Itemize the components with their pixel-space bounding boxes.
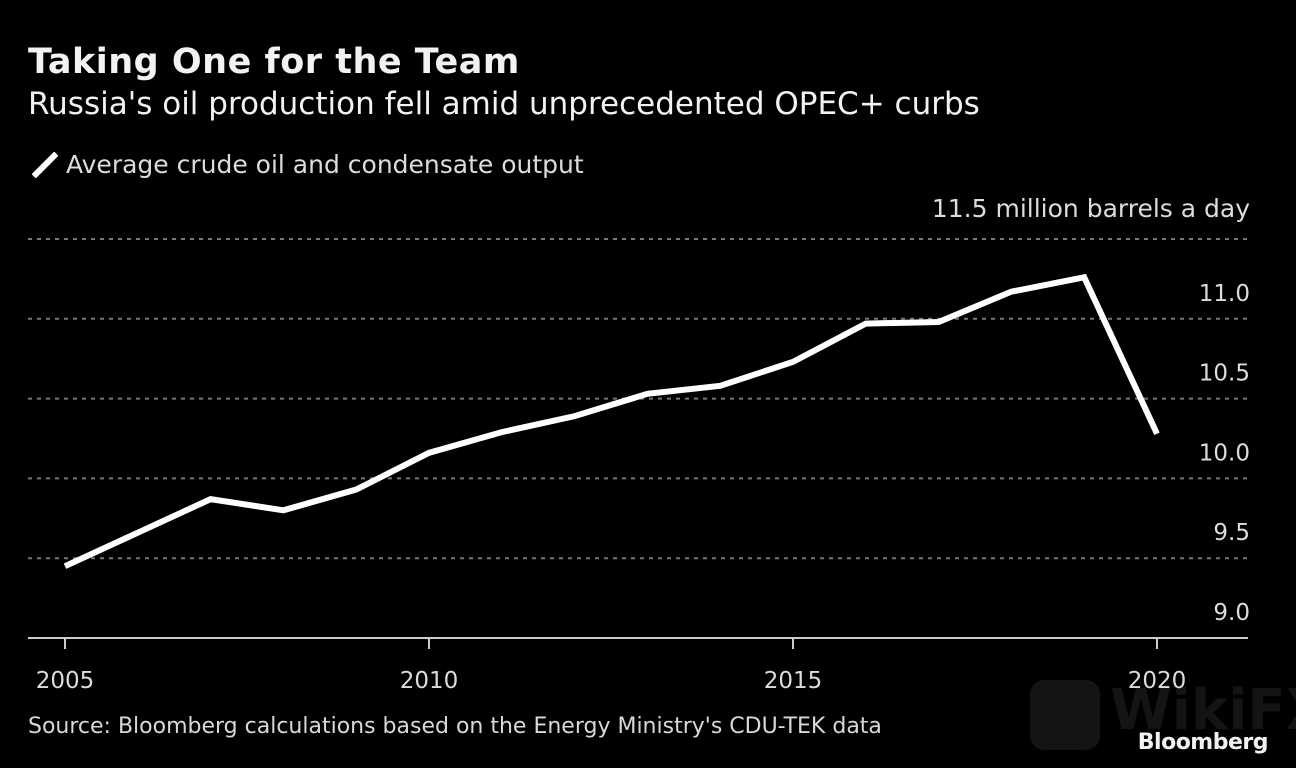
- y-tick-label: 9.0: [1213, 600, 1250, 626]
- legend: Average crude oil and condensate output: [30, 150, 584, 179]
- watermark-logo-icon: [1030, 680, 1100, 750]
- x-tick-label: 2020: [1128, 668, 1187, 694]
- legend-label: Average crude oil and condensate output: [66, 150, 584, 179]
- series: [63, 273, 1160, 569]
- y-tick-label: 9.5: [1213, 520, 1250, 546]
- y-axis-ticks: 11.0 10.5 10.0 9.5 9.0: [1199, 281, 1250, 626]
- source-note: Source: Bloomberg calculations based on …: [28, 714, 882, 739]
- y-tick-label: 10.5: [1199, 361, 1250, 387]
- y-tick-label: 10.0: [1199, 440, 1250, 466]
- chart-title: Taking One for the Team: [28, 42, 520, 82]
- x-axis: 2005 2010 2015 2020: [28, 637, 1248, 694]
- x-tick-label: 2005: [36, 668, 95, 694]
- watermark-text: WikiFX: [1110, 678, 1296, 743]
- x-tick-label: 2010: [400, 668, 459, 694]
- y-tick-label: 11.0: [1199, 281, 1250, 307]
- chart-subtitle: Russia's oil production fell amid unprec…: [28, 86, 980, 122]
- bloomberg-logo: Bloomberg: [1137, 730, 1269, 755]
- x-tick-label: 2015: [764, 668, 823, 694]
- series-line: [63, 273, 1160, 569]
- y-axis-unit-label: 11.5 million barrels a day: [931, 194, 1250, 223]
